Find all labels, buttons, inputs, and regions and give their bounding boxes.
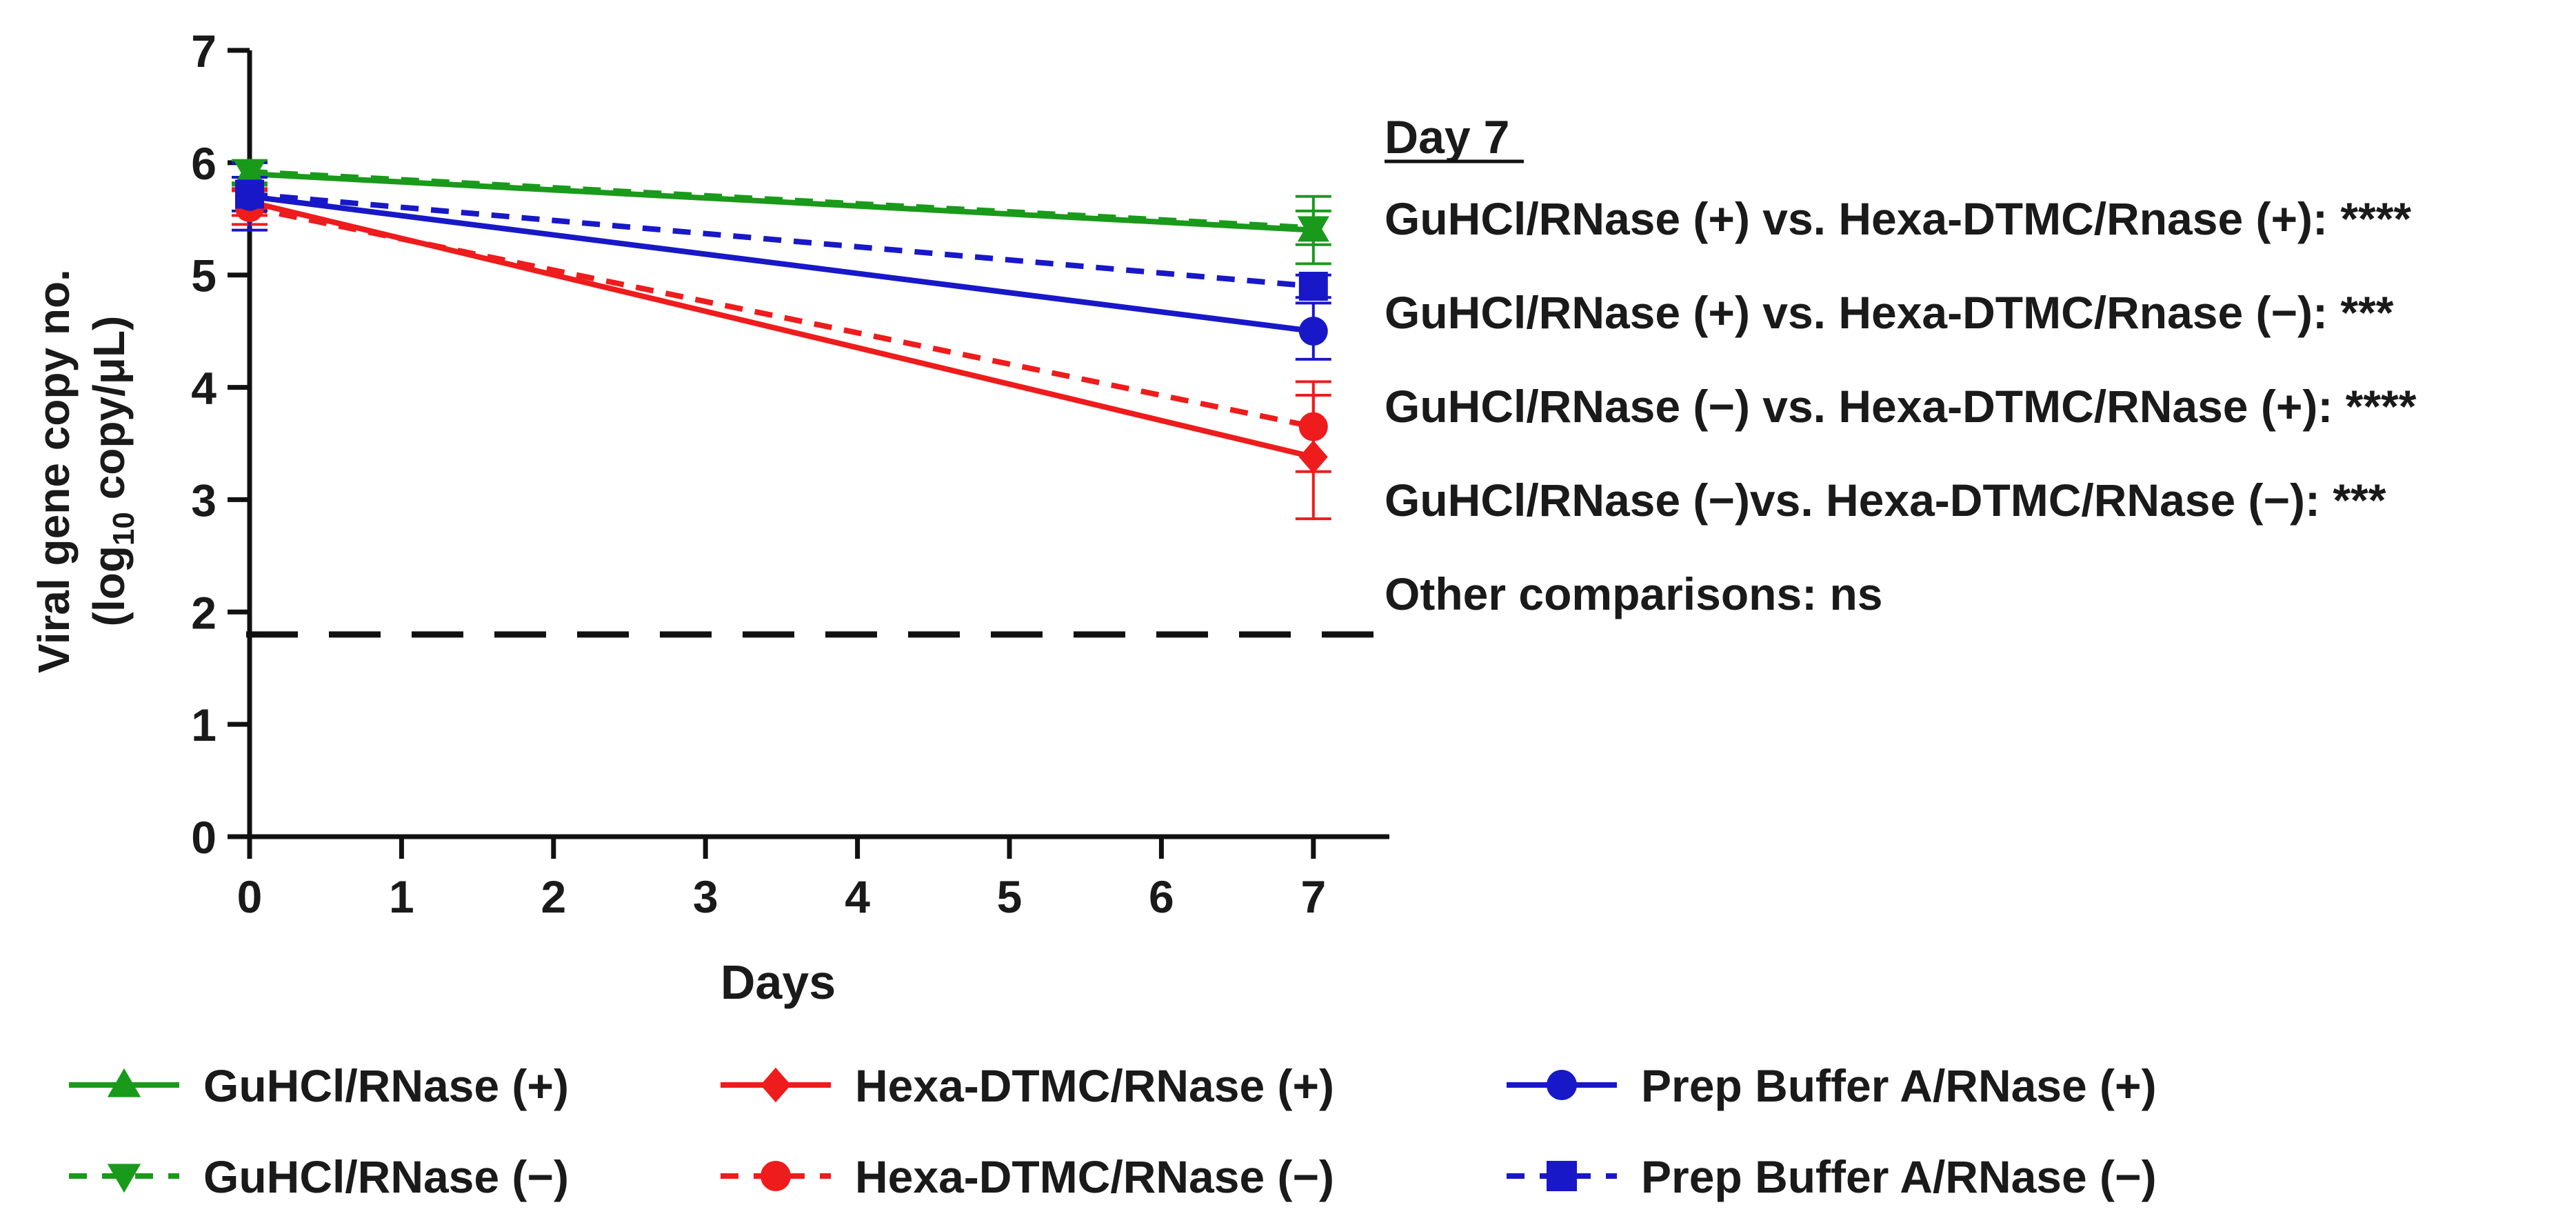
series-line-5 <box>249 191 1314 289</box>
data-point <box>235 179 264 209</box>
annotation-line: GuHCl/RNase (−)vs. Hexa-DTMC/RNase (−): … <box>1385 475 2386 526</box>
legend: GuHCl/RNase (+) GuHCl/RNase (−) Hexa-DTMC/… <box>69 1060 2157 1202</box>
legend-label-0: GuHCl/RNase (+) <box>203 1060 569 1111</box>
legend-label-2: Hexa-DTMC/RNase (+) <box>855 1060 1334 1111</box>
y-tick-label: 4 <box>191 363 217 414</box>
y-tick-label: 0 <box>191 812 217 863</box>
legend-label-3: Hexa-DTMC/RNase (−) <box>855 1151 1334 1202</box>
legend-marker-4 <box>1547 1070 1577 1100</box>
legend-label-4: Prep Buffer A/RNase (+) <box>1641 1060 2157 1111</box>
y-axis-title-line2: (log10 copy/μL) <box>84 316 141 627</box>
legend-label-5: Prep Buffer A/RNase (−) <box>1641 1151 2157 1202</box>
x-tick-label: 7 <box>1300 871 1326 922</box>
y-tick-label: 7 <box>191 26 217 77</box>
x-axis-title: Days <box>721 955 836 1009</box>
x-tick-label: 3 <box>693 871 718 922</box>
series-line-4 <box>249 193 1314 335</box>
x-tick-label: 1 <box>389 871 414 922</box>
legend-marker-0 <box>107 1068 141 1097</box>
legend-marker-1 <box>107 1164 141 1193</box>
annotation-line: GuHCl/RNase (+) vs. Hexa-DTMC/Rnase (−):… <box>1385 287 2394 338</box>
x-tick-label: 2 <box>541 871 566 922</box>
annotation-line: GuHCl/RNase (−) vs. Hexa-DTMC/RNase (+):… <box>1385 381 2417 432</box>
legend-marker-2 <box>761 1067 791 1103</box>
y-tick-label: 1 <box>191 699 217 750</box>
data-point <box>1297 216 1329 244</box>
legend-label-1: GuHCl/RNase (−) <box>203 1151 569 1202</box>
data-point <box>1298 412 1328 441</box>
plot-area: 0 1 2 3 4 5 6 7 0 1 2 3 4 5 6 7 Days Viral gene copy no.(… <box>29 26 1393 1009</box>
x-tick-label: 0 <box>237 871 263 922</box>
x-tick-label: 4 <box>845 871 870 922</box>
data-point <box>1298 317 1328 346</box>
y-tick-label: 3 <box>191 475 217 526</box>
significance-annotation: Day 7 GuHCl/RNase (+) vs. Hexa-DTMC/Rnase… <box>1385 111 2417 619</box>
y-axis-title-line1: Viral gene copy no. <box>29 269 79 673</box>
y-tick-label: 5 <box>191 250 217 301</box>
series-line-1 <box>249 168 1314 231</box>
annotation-line: GuHCl/RNase (+) vs. Hexa-DTMC/Rnase (+):… <box>1385 193 2411 244</box>
x-tick-label: 5 <box>997 871 1023 922</box>
series-line-3 <box>249 205 1314 430</box>
series-line-2 <box>249 199 1314 460</box>
x-tick-label: 6 <box>1149 871 1174 922</box>
data-point <box>233 160 266 188</box>
data-point <box>1298 440 1328 474</box>
data-point <box>1298 272 1328 301</box>
y-tick-label: 6 <box>191 138 217 189</box>
legend-marker-5 <box>1547 1161 1577 1191</box>
annotation-line: Other comparisons: ns <box>1385 568 1883 619</box>
annotation-title: Day 7 <box>1385 111 1509 163</box>
y-tick-label: 2 <box>191 587 217 638</box>
legend-marker-3 <box>761 1161 791 1191</box>
